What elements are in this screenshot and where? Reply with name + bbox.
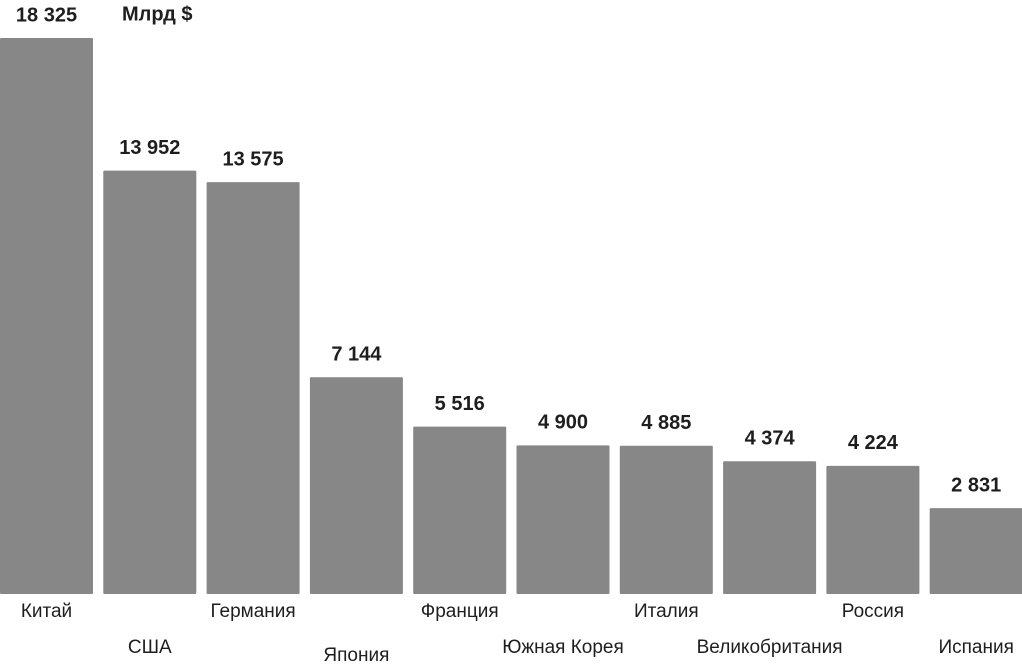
x-tick-label: Китай [21,601,72,622]
value-label: 2 831 [951,474,1001,496]
value-label: 4 885 [641,412,691,434]
value-label: 7 144 [331,344,382,366]
value-label: 5 516 [435,393,485,415]
unit-label: Млрд $ [122,3,192,25]
bar [103,170,197,595]
x-tick-label: Великобритания [697,637,843,658]
x-tick-label: Южная Корея [502,637,624,658]
bar [309,377,403,594]
value-label: 13 575 [223,148,284,170]
x-tick-label: Испания [938,637,1013,658]
bar [413,426,507,594]
bar [206,182,300,594]
bar [619,445,713,594]
x-tick-label: Франция [421,601,499,622]
x-tick-label: Россия [842,601,904,622]
bar [516,445,610,594]
x-tick-label: Германия [211,601,296,622]
x-tick-label: США [128,637,172,658]
value-label: 18 325 [16,4,77,26]
value-label: 4 374 [745,428,796,450]
bar [0,38,93,594]
bar [929,508,1022,594]
x-tick-label: Япония [323,645,389,666]
bar [723,461,817,594]
bar [826,465,920,594]
value-label: 13 952 [119,137,180,159]
value-label: 4 224 [848,432,899,454]
value-label: 4 900 [538,412,588,434]
x-tick-label: Италия [634,601,699,622]
